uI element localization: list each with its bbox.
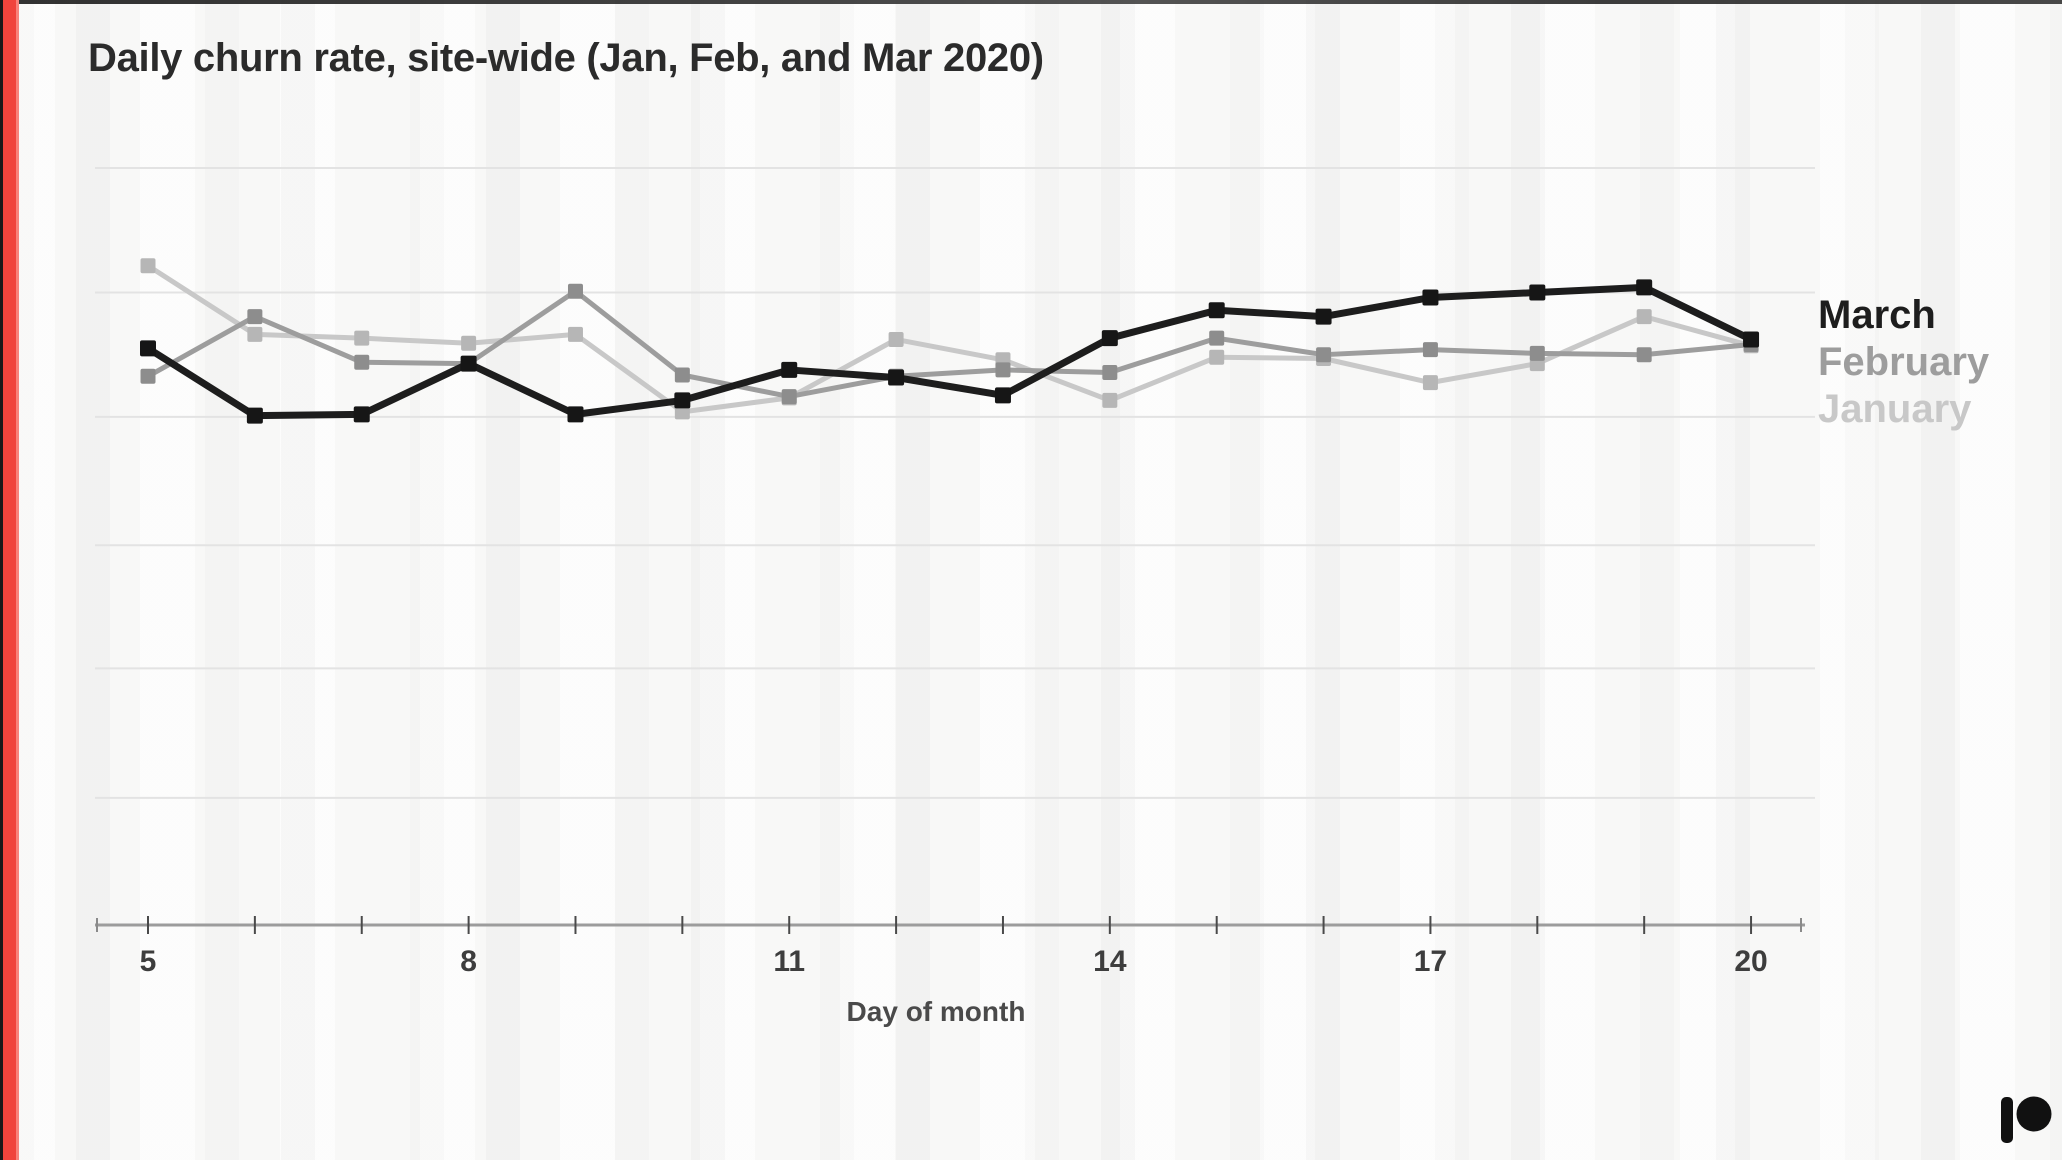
series-marker-march-day12 <box>888 369 905 386</box>
chart-title: Daily churn rate, site-wide (Jan, Feb, a… <box>88 36 1044 80</box>
series-marker-february-day15 <box>1209 330 1225 346</box>
series-marker-february-day5 <box>140 368 156 384</box>
series-marker-march-day7 <box>353 406 370 423</box>
series-marker-january-day7 <box>354 330 370 346</box>
series-line-february <box>145 288 1754 400</box>
series-marker-january-day19 <box>1636 309 1652 325</box>
slide-accent-bar <box>0 0 19 1160</box>
series-marker-february-day14 <box>1102 364 1118 380</box>
series-marker-march-day13 <box>994 387 1011 404</box>
legend-label-march: March <box>1818 293 1936 337</box>
series-marker-march-day19 <box>1636 279 1653 296</box>
series-marker-march-day5 <box>140 340 156 357</box>
series-line-january <box>145 263 1754 415</box>
legend-label-february: February <box>1818 340 1990 384</box>
series-marker-february-day19 <box>1636 347 1652 363</box>
series-line-march <box>144 283 1755 420</box>
series-marker-march-day10 <box>674 392 691 409</box>
series-marker-february-day17 <box>1422 342 1438 358</box>
x-tick-label-20: 20 <box>1734 945 1767 978</box>
top-border-line <box>0 0 2062 4</box>
series-marker-march-day17 <box>1422 289 1439 306</box>
series-marker-february-day6 <box>247 309 263 325</box>
series-marker-march-day11 <box>781 361 798 378</box>
series-marker-february-day9 <box>567 283 583 299</box>
series-marker-february-day16 <box>1316 347 1332 363</box>
series-marker-march-day20 <box>1743 331 1760 348</box>
series-marker-march-day6 <box>246 407 263 424</box>
series-marker-january-day15 <box>1209 349 1225 365</box>
series-marker-january-day8 <box>461 335 477 351</box>
series-marker-january-day9 <box>567 326 583 342</box>
x-tick-label-8: 8 <box>460 945 477 978</box>
x-tick-label-11: 11 <box>773 945 805 978</box>
series-marker-march-day15 <box>1208 302 1225 319</box>
series-marker-february-day11 <box>781 389 797 405</box>
series-marker-march-day18 <box>1529 284 1546 301</box>
series-marker-january-day17 <box>1422 375 1438 391</box>
legend-label-january: January <box>1818 387 1972 431</box>
series-marker-march-day14 <box>1101 330 1118 347</box>
series-marker-february-day7 <box>354 354 370 370</box>
series-marker-february-day18 <box>1529 345 1545 361</box>
series-marker-january-day12 <box>888 331 904 347</box>
series-marker-march-day9 <box>567 406 584 423</box>
x-tick-label-5: 5 <box>140 945 157 978</box>
series-marker-january-day14 <box>1102 392 1118 408</box>
chart-legend: March February January <box>1818 292 1989 433</box>
series-marker-february-day10 <box>674 367 690 383</box>
x-axis-title: Day of month <box>847 996 1026 1027</box>
patreon-logo-icon <box>2001 1096 2052 1143</box>
series-marker-january-day6 <box>247 326 263 342</box>
series-marker-january-day5 <box>140 258 156 274</box>
series-marker-february-day13 <box>995 362 1011 378</box>
x-tick-label-14: 14 <box>1093 945 1127 978</box>
x-tick-label-17: 17 <box>1414 945 1447 978</box>
series-marker-march-day16 <box>1315 308 1332 325</box>
series-marker-march-day8 <box>460 355 477 372</box>
